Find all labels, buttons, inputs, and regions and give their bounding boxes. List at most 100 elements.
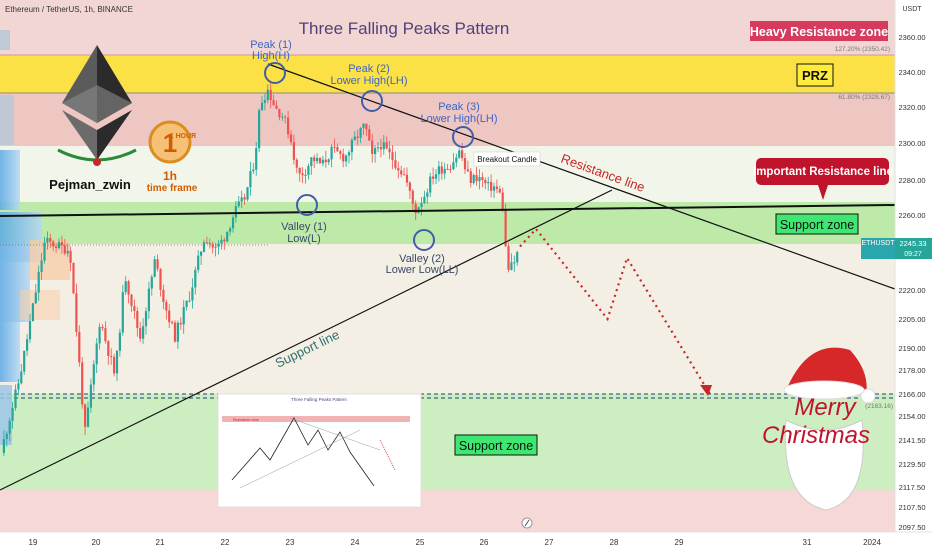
mid-band: [0, 146, 895, 202]
candle-body: [202, 242, 206, 252]
candle-body: [443, 168, 446, 174]
candle-body: [432, 176, 435, 179]
candle-body: [243, 197, 246, 200]
candle-body: [507, 246, 510, 270]
candle-body: [8, 420, 11, 434]
x-tick-label: 29: [675, 538, 684, 547]
candle-body: [289, 134, 293, 142]
santa-illustration: [783, 347, 876, 511]
candle-body: [176, 322, 179, 342]
candle-body: [246, 187, 249, 200]
candle-body: [513, 262, 516, 264]
candle-body: [217, 243, 220, 247]
candle-body: [92, 364, 95, 385]
x-tick-label: 26: [480, 538, 489, 547]
candle-body: [191, 287, 194, 301]
candle-body: [353, 136, 356, 141]
candle-body: [449, 169, 452, 171]
candle-body: [214, 246, 217, 248]
candle-body: [388, 148, 391, 153]
y-tick-label: 2141.50: [898, 436, 925, 445]
fib-1272-label: 127.20% (2350.42): [835, 46, 890, 53]
candle-body: [133, 306, 136, 312]
valley-2-circle: [413, 229, 435, 251]
candle-body: [211, 244, 214, 248]
currency-label: USDT: [902, 6, 922, 13]
candle-body: [466, 169, 469, 172]
candle-body: [487, 182, 490, 184]
candle-body: [168, 310, 171, 323]
candle-body: [272, 100, 275, 106]
candle-body: [14, 389, 17, 408]
candle-body: [208, 242, 211, 245]
candle-body: [429, 176, 432, 193]
x-tick-label: 21: [156, 538, 165, 547]
candle-body: [469, 171, 472, 184]
candle-body: [472, 175, 475, 184]
candle-body: [382, 142, 385, 150]
prz-zone: [0, 55, 895, 93]
candle-body: [171, 322, 174, 324]
candle-body: [463, 158, 467, 170]
candle-body: [188, 300, 191, 302]
reset-view-icon[interactable]: [521, 517, 533, 529]
candle-body: [84, 404, 87, 427]
candle-body: [110, 355, 113, 358]
candle-body: [362, 123, 365, 128]
candle-body: [55, 246, 58, 249]
candle-body: [57, 242, 61, 249]
candle-body: [142, 326, 145, 339]
prz-label: PRZ: [802, 68, 828, 83]
candle-body: [330, 146, 333, 160]
candle-body: [205, 242, 208, 244]
price-axis[interactable]: [895, 0, 932, 550]
candle-body: [182, 307, 185, 325]
candle-body: [173, 322, 177, 342]
candle-body: [26, 339, 29, 351]
candle-body: [118, 332, 121, 351]
candle-body: [240, 197, 243, 202]
candle-body: [385, 142, 388, 149]
symbol-label: Ethereum / TetherUS, 1h, BINANCE: [5, 5, 133, 14]
candle-body: [95, 343, 98, 365]
candle-body: [150, 276, 153, 289]
candle-body: [101, 326, 104, 329]
candle-body: [365, 123, 368, 130]
candle-body: [275, 105, 278, 109]
candle-body: [104, 328, 107, 342]
candle-body: [234, 206, 237, 218]
candle-body: [342, 153, 345, 162]
candle-body: [130, 294, 133, 307]
peak-2-label-line1: Peak (2): [348, 63, 390, 75]
candle-body: [263, 100, 266, 103]
time-axis[interactable]: [0, 532, 932, 550]
candle-body: [461, 150, 464, 159]
candle-body: [78, 331, 81, 363]
candle-body: [231, 217, 235, 229]
author-name: Pejman_zwin: [49, 177, 131, 192]
candle-body: [504, 210, 507, 247]
hour-badge-text: 1 HOUR: [170, 133, 196, 140]
peak-1-circle: [264, 62, 286, 84]
important-resistance-label: Important Resistance line: [753, 166, 893, 178]
breakout-candle-label: Breakout Candle: [477, 155, 537, 164]
candle-body: [252, 169, 255, 172]
support-zone-lower: [0, 394, 895, 490]
y-tick-label: 2220.00: [898, 286, 925, 295]
y-tick-label: 2300.00: [898, 139, 925, 148]
candle-body: [316, 157, 319, 162]
ethereum-logo: [57, 45, 137, 166]
x-tick-label: 31: [803, 538, 812, 547]
candle-body: [495, 186, 498, 190]
candle-body: [113, 357, 116, 374]
candle-body: [284, 116, 287, 118]
resistance-line: [267, 63, 896, 290]
candle-body: [490, 182, 493, 191]
y-tick-label: 2205.00: [898, 315, 925, 324]
candle-body: [37, 271, 40, 293]
heavy-resistance-label: Heavy Resistance zone: [750, 25, 888, 39]
y-tick-label: 2097.50: [898, 523, 925, 532]
candle-body: [478, 177, 481, 182]
candle-body: [194, 269, 197, 288]
